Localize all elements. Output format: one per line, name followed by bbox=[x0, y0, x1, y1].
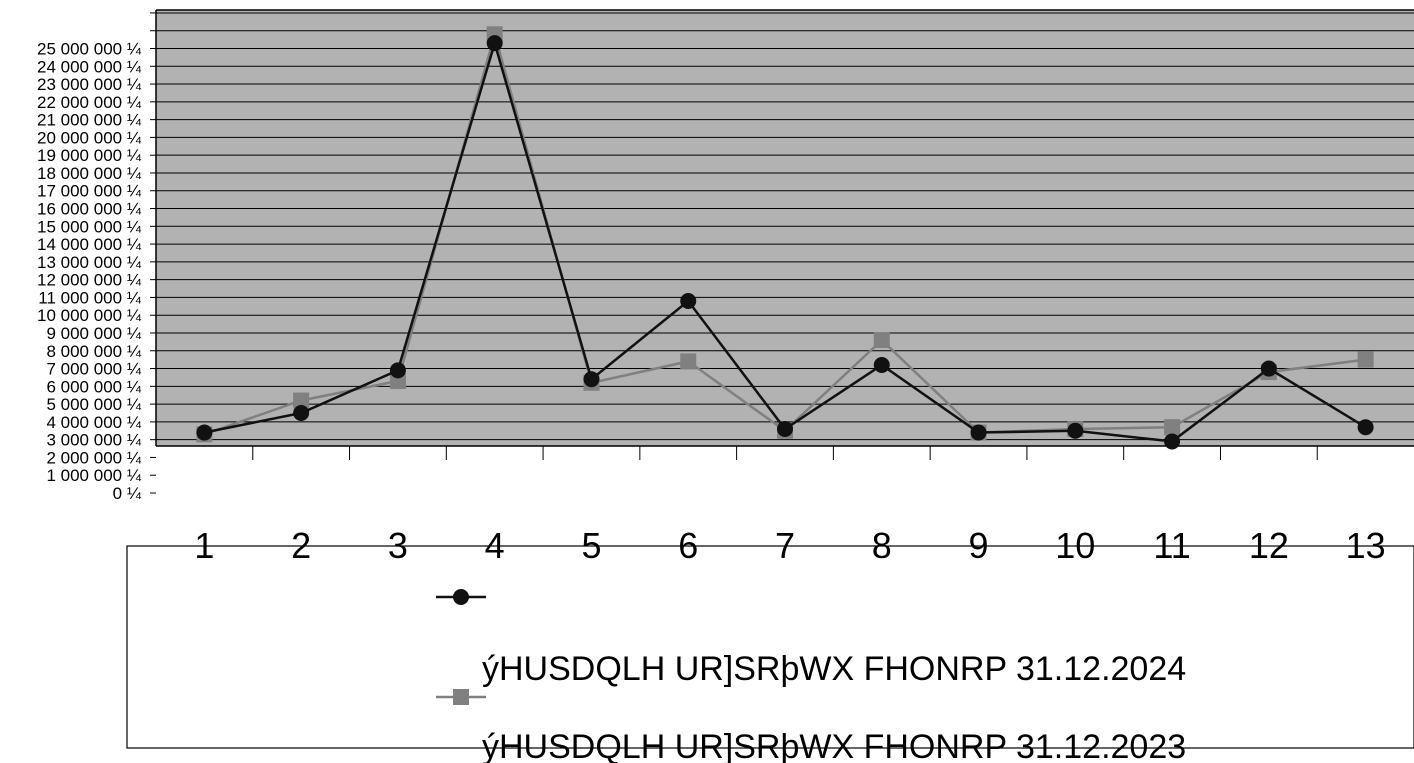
x-tick-labels: 1 2 3 4 5 6 7 8 9 10 11 12 13 bbox=[194, 525, 1385, 566]
data-point bbox=[680, 292, 697, 309]
y-tick-label: 23 000 000 ¼ bbox=[37, 75, 142, 94]
y-tick-label: 16 000 000 ¼ bbox=[37, 200, 142, 219]
y-tick-label: 11 000 000 ¼ bbox=[38, 288, 142, 307]
data-point bbox=[293, 392, 310, 409]
x-tick-label: 9 bbox=[969, 525, 989, 566]
legend-box bbox=[126, 545, 1414, 749]
x-tick-label: 4 bbox=[485, 525, 505, 566]
y-tick-label: 13 000 000 ¼ bbox=[37, 253, 142, 272]
gridlines bbox=[156, 9, 1414, 441]
y-tick-label: 17 000 000 ¼ bbox=[37, 182, 142, 201]
y-tick-label: 6 000 000 ¼ bbox=[46, 377, 141, 396]
legend-marker bbox=[453, 689, 469, 705]
y-tick-label: 5 000 000 ¼ bbox=[46, 395, 141, 414]
data-point bbox=[1357, 351, 1374, 368]
y-tick-labels: 0 ¼1 000 000 ¼2 000 000 ¼3 000 000 ¼4 00… bbox=[37, 12, 156, 503]
x-tick-label: 3 bbox=[388, 525, 408, 566]
data-point bbox=[583, 371, 600, 388]
x-tick-marks bbox=[252, 446, 1318, 460]
data-point bbox=[777, 420, 793, 437]
series-layer bbox=[196, 26, 1374, 450]
data-point bbox=[196, 424, 213, 441]
y-tick-label: 3 000 000 ¼ bbox=[46, 431, 141, 450]
x-tick-label: 6 bbox=[678, 525, 698, 566]
y-tick-label: 4 000 000 ¼ bbox=[46, 413, 141, 432]
y-tick-label: 1 000 000 ¼ bbox=[46, 466, 141, 485]
x-tick-label: 12 bbox=[1249, 525, 1289, 566]
y-tick-label: 15 000 000 ¼ bbox=[37, 217, 142, 236]
y-tick-label: 19 000 000 ¼ bbox=[37, 146, 142, 165]
y-tick-label: 20 000 000 ¼ bbox=[37, 128, 142, 147]
y-tick-label: 22 000 000 ¼ bbox=[37, 93, 142, 112]
x-tick-label: 1 bbox=[194, 525, 214, 566]
legend-marker bbox=[453, 589, 469, 605]
legend: ýHUSDQLH UR]SRþWX FHONRP 31.12.2024 ýHUSD… bbox=[436, 589, 1186, 763]
y-tick-label: 18 000 000 ¼ bbox=[37, 164, 142, 183]
data-point bbox=[873, 356, 890, 373]
legend-label: ýHUSDQLH UR]SRþWX FHONRP 31.12.2023 bbox=[482, 728, 1186, 763]
data-point bbox=[1164, 433, 1181, 450]
data-point bbox=[1067, 422, 1084, 439]
data-point bbox=[873, 332, 890, 349]
x-tick-label: 8 bbox=[872, 525, 892, 566]
y-tick-label: 2 000 000 ¼ bbox=[46, 448, 141, 467]
y-tick-label: 10 000 000 ¼ bbox=[37, 306, 142, 325]
y-tick-label: 24 000 000 ¼ bbox=[37, 57, 142, 76]
data-point bbox=[389, 362, 406, 379]
data-point bbox=[1357, 419, 1374, 436]
y-tick-label: 21 000 000 ¼ bbox=[37, 111, 142, 130]
y-tick-label: 14 000 000 ¼ bbox=[37, 235, 142, 254]
data-point bbox=[486, 35, 503, 52]
plot-area bbox=[156, 10, 1414, 446]
y-tick-label: 12 000 000 ¼ bbox=[37, 271, 142, 290]
y-tick-label: 0 ¼ bbox=[113, 484, 142, 503]
y-tick-label: 8 000 000 ¼ bbox=[46, 342, 141, 361]
x-tick-label: 2 bbox=[291, 525, 311, 566]
data-point bbox=[970, 424, 987, 441]
y-tick-label: 25 000 000 ¼ bbox=[37, 40, 142, 59]
x-tick-label: 10 bbox=[1055, 525, 1095, 566]
legend-label: ýHUSDQLH UR]SRþWX FHONRP 31.12.2024 bbox=[482, 650, 1186, 688]
data-point bbox=[680, 353, 697, 370]
data-point bbox=[1164, 419, 1181, 436]
x-tick-label: 7 bbox=[775, 525, 795, 566]
x-tick-label: 13 bbox=[1346, 525, 1386, 566]
x-tick-label: 11 bbox=[1153, 525, 1190, 566]
y-tick-label: 7 000 000 ¼ bbox=[46, 360, 141, 379]
x-tick-label: 5 bbox=[581, 525, 601, 566]
data-point bbox=[293, 404, 310, 421]
data-point bbox=[1260, 360, 1277, 377]
y-tick-label: 9 000 000 ¼ bbox=[46, 324, 141, 343]
